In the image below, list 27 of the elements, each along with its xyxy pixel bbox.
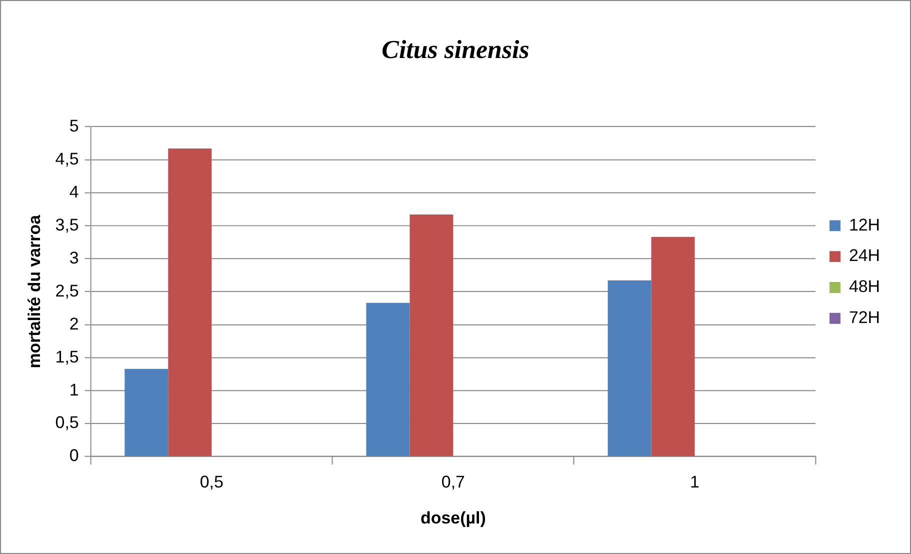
x-tick-label: 0,7 [441,472,465,492]
y-tick-label: 0 [69,446,79,466]
y-tick-label: 4,5 [55,149,79,168]
y-tick-label: 3,5 [55,215,79,234]
y-tick-label: 3 [69,248,79,268]
x-tick-label: 0,5 [200,472,224,492]
bar [366,302,410,456]
legend-label: 24H [848,246,880,266]
y-tick-label: 0,5 [55,413,79,432]
y-tick-label: 2,5 [55,281,79,300]
chart-title: Citus sinensis [382,35,530,64]
y-tick-label: 1,5 [55,347,79,366]
y-tick-label: 2 [69,314,79,334]
y-tick-label: 4 [69,182,79,202]
bar [410,214,454,456]
bar [608,280,652,456]
bar [168,148,212,456]
x-axis-title: dose(µl) [420,508,486,528]
y-tick-label: 1 [69,380,79,400]
y-tick-label: 5 [69,116,79,136]
bar [651,236,695,456]
bar [124,368,168,456]
x-tick-label: 1 [690,472,700,492]
legend-label: 72H [848,308,880,328]
legend-label: 48H [848,277,880,296]
y-axis-title: mortalité du varroa [24,214,44,368]
legend-label: 12H [848,215,880,234]
